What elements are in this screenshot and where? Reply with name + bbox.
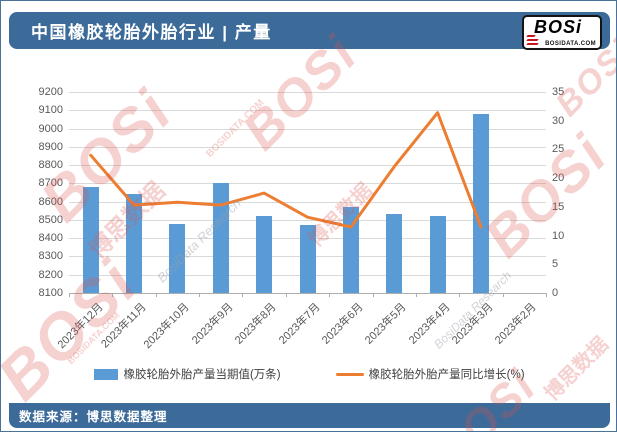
- bar-series-swatch-icon: [94, 368, 119, 380]
- x-axis-tick: [242, 293, 244, 297]
- footer-bar: 数据来源：博思数据整理: [9, 403, 610, 428]
- legend-label-production: 橡胶轮胎外胎产量当期值(万条): [123, 369, 281, 381]
- y-axis-left-label: 9000: [38, 122, 63, 135]
- bar: [212, 183, 229, 293]
- y-axis-left-label: 8200: [38, 268, 63, 281]
- legend-label-growth: 橡胶轮胎外胎产量同比增长(%): [368, 369, 525, 381]
- y-axis-right-label: 0: [552, 287, 559, 299]
- gridline: [69, 219, 546, 221]
- y-axis-left-label: 8100: [38, 287, 63, 299]
- gridline: [69, 146, 546, 148]
- x-axis-tick: [502, 293, 504, 297]
- page-title: 中国橡胶轮胎外胎行业 | 产量: [31, 23, 272, 42]
- bar: [256, 216, 273, 293]
- bar: [299, 225, 316, 293]
- x-axis-label: 2023年8月: [233, 301, 279, 347]
- legend: 橡胶轮胎外胎产量当期值(万条) 橡胶轮胎外胎产量同比增长(%): [1, 363, 616, 385]
- bar: [472, 113, 489, 293]
- logo-site-text: BOSIDATA.COM: [545, 41, 596, 47]
- y-axis-right-label: 20: [552, 172, 565, 185]
- x-axis-tick: [199, 293, 201, 297]
- x-axis-tick: [372, 293, 374, 297]
- x-axis-tick: [459, 293, 461, 297]
- gridline: [69, 201, 546, 203]
- x-axis-label: 2023年5月: [363, 301, 409, 347]
- bar: [169, 223, 186, 293]
- x-axis-label: 2023年12月: [55, 301, 106, 352]
- growth-line-svg: [89, 111, 483, 229]
- x-axis-tick: [112, 293, 114, 297]
- bar: [342, 207, 359, 293]
- y-axis-left-label: 9200: [38, 86, 63, 98]
- y-axis-right-label: 25: [552, 143, 565, 156]
- legend-item-growth: 橡胶轮胎外胎产量同比增长(%): [335, 366, 525, 382]
- x-axis-tick: [415, 293, 417, 297]
- gridline: [69, 165, 546, 167]
- x-axis-label: 2023年7月: [276, 301, 323, 347]
- y-axis-right-label: 15: [552, 200, 565, 213]
- gridline: [69, 92, 546, 93]
- bar: [429, 216, 446, 293]
- x-axis-tick: [69, 293, 70, 297]
- data-source-text: 数据来源：博思数据整理: [19, 410, 168, 424]
- bar: [386, 214, 403, 293]
- line-series-swatch-icon: [335, 372, 364, 376]
- legend-item-production: 橡胶轮胎外胎产量当期值(万条): [94, 366, 281, 382]
- x-axis-label: 2023年3月: [449, 301, 496, 347]
- x-axis-tick: [285, 293, 287, 297]
- bosi-logo: BOSi BOSIDATA.COM: [522, 15, 602, 50]
- y-axis-right-label: 35: [552, 86, 565, 98]
- y-axis-left-label: 9100: [38, 104, 63, 117]
- growth-line: [89, 111, 483, 229]
- x-axis-tick: [155, 293, 157, 297]
- x-axis-tick: [329, 293, 331, 297]
- y-axis-left-label: 8400: [38, 232, 63, 245]
- y-axis-right-label: 5: [552, 258, 559, 271]
- x-axis-label: 2023年9月: [189, 301, 236, 347]
- gridline: [69, 183, 546, 185]
- bar: [82, 187, 99, 293]
- y-axis-right-label: 10: [552, 229, 565, 242]
- y-axis-left-label: 8800: [38, 159, 63, 172]
- x-axis-label: 2023年10月: [142, 301, 193, 352]
- x-axis-label: 2023年2月: [493, 301, 539, 347]
- plot-area: [69, 92, 546, 294]
- y-axis-left-label: 8900: [38, 140, 63, 153]
- x-axis-label: 2023年4月: [406, 301, 453, 347]
- gridline: [69, 293, 546, 294]
- y-axis-right-label: 30: [552, 114, 565, 127]
- x-axis-label: 2023年6月: [319, 301, 366, 347]
- gridline: [69, 128, 546, 130]
- gridline: [69, 110, 546, 112]
- x-axis-tick: [546, 293, 547, 297]
- y-axis-left-label: 8500: [38, 213, 63, 226]
- y-axis-left-label: 8700: [38, 177, 63, 190]
- y-axis-left-label: 8600: [38, 195, 63, 208]
- y-axis-left-label: 8300: [38, 250, 63, 263]
- header-bar: 中国橡胶轮胎外胎行业 | 产量 BOSi BOSIDATA.COM: [9, 12, 610, 50]
- logo-text: BOSi: [534, 17, 583, 37]
- bar: [126, 194, 143, 293]
